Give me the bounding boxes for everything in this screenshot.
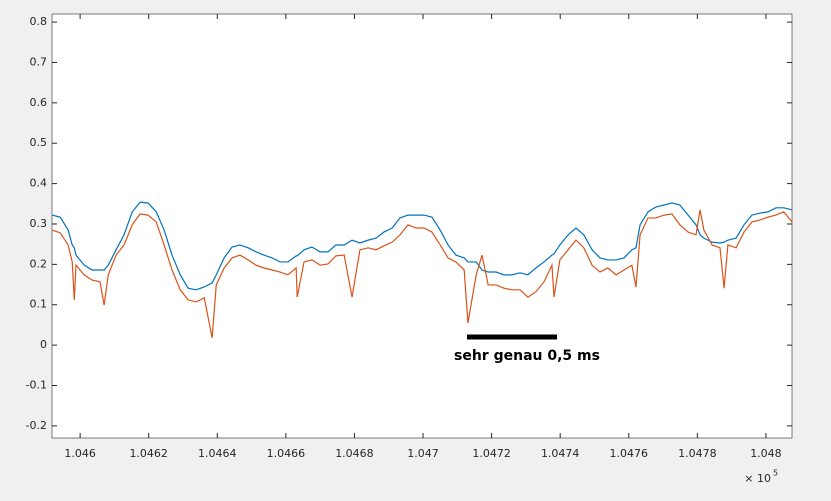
x-tick-label: 1.0466 <box>267 447 306 460</box>
y-tick-label: 0.6 <box>30 96 48 109</box>
x-tick-label: 1.0462 <box>129 447 168 460</box>
x-tick-label: 1.047 <box>407 447 439 460</box>
y-tick-label: 0.8 <box>30 15 48 28</box>
x-exponent-power: 5 <box>773 469 778 478</box>
x-tick-label: 1.046 <box>64 447 96 460</box>
y-tick-label: 0.3 <box>30 217 48 230</box>
y-tick-label: 0 <box>40 338 47 351</box>
y-tick-label: -0.1 <box>26 379 47 392</box>
x-tick-label: 1.048 <box>750 447 782 460</box>
x-tick-label: 1.0468 <box>335 447 374 460</box>
x-tick-label: 1.0474 <box>541 447 580 460</box>
x-tick-label: 1.0478 <box>678 447 717 460</box>
x-tick-label: 1.0472 <box>472 447 511 460</box>
plot-area <box>51 13 793 439</box>
x-tick-label: 1.0464 <box>198 447 237 460</box>
x-tick-label: 1.0476 <box>610 447 649 460</box>
series-line <box>51 209 793 338</box>
annotation: sehr genau 0,5 ms <box>454 348 600 364</box>
y-tick-label: 0.2 <box>30 257 48 270</box>
series-line <box>51 201 793 291</box>
y-tick-label: 0.7 <box>30 55 48 68</box>
y-tick-label: 0.5 <box>30 136 48 149</box>
y-tick-label: 0.4 <box>30 177 48 190</box>
y-tick-label: 0.1 <box>30 298 48 311</box>
x-exponent-base: × 10 <box>744 472 771 485</box>
y-tick-label: -0.2 <box>26 419 47 432</box>
